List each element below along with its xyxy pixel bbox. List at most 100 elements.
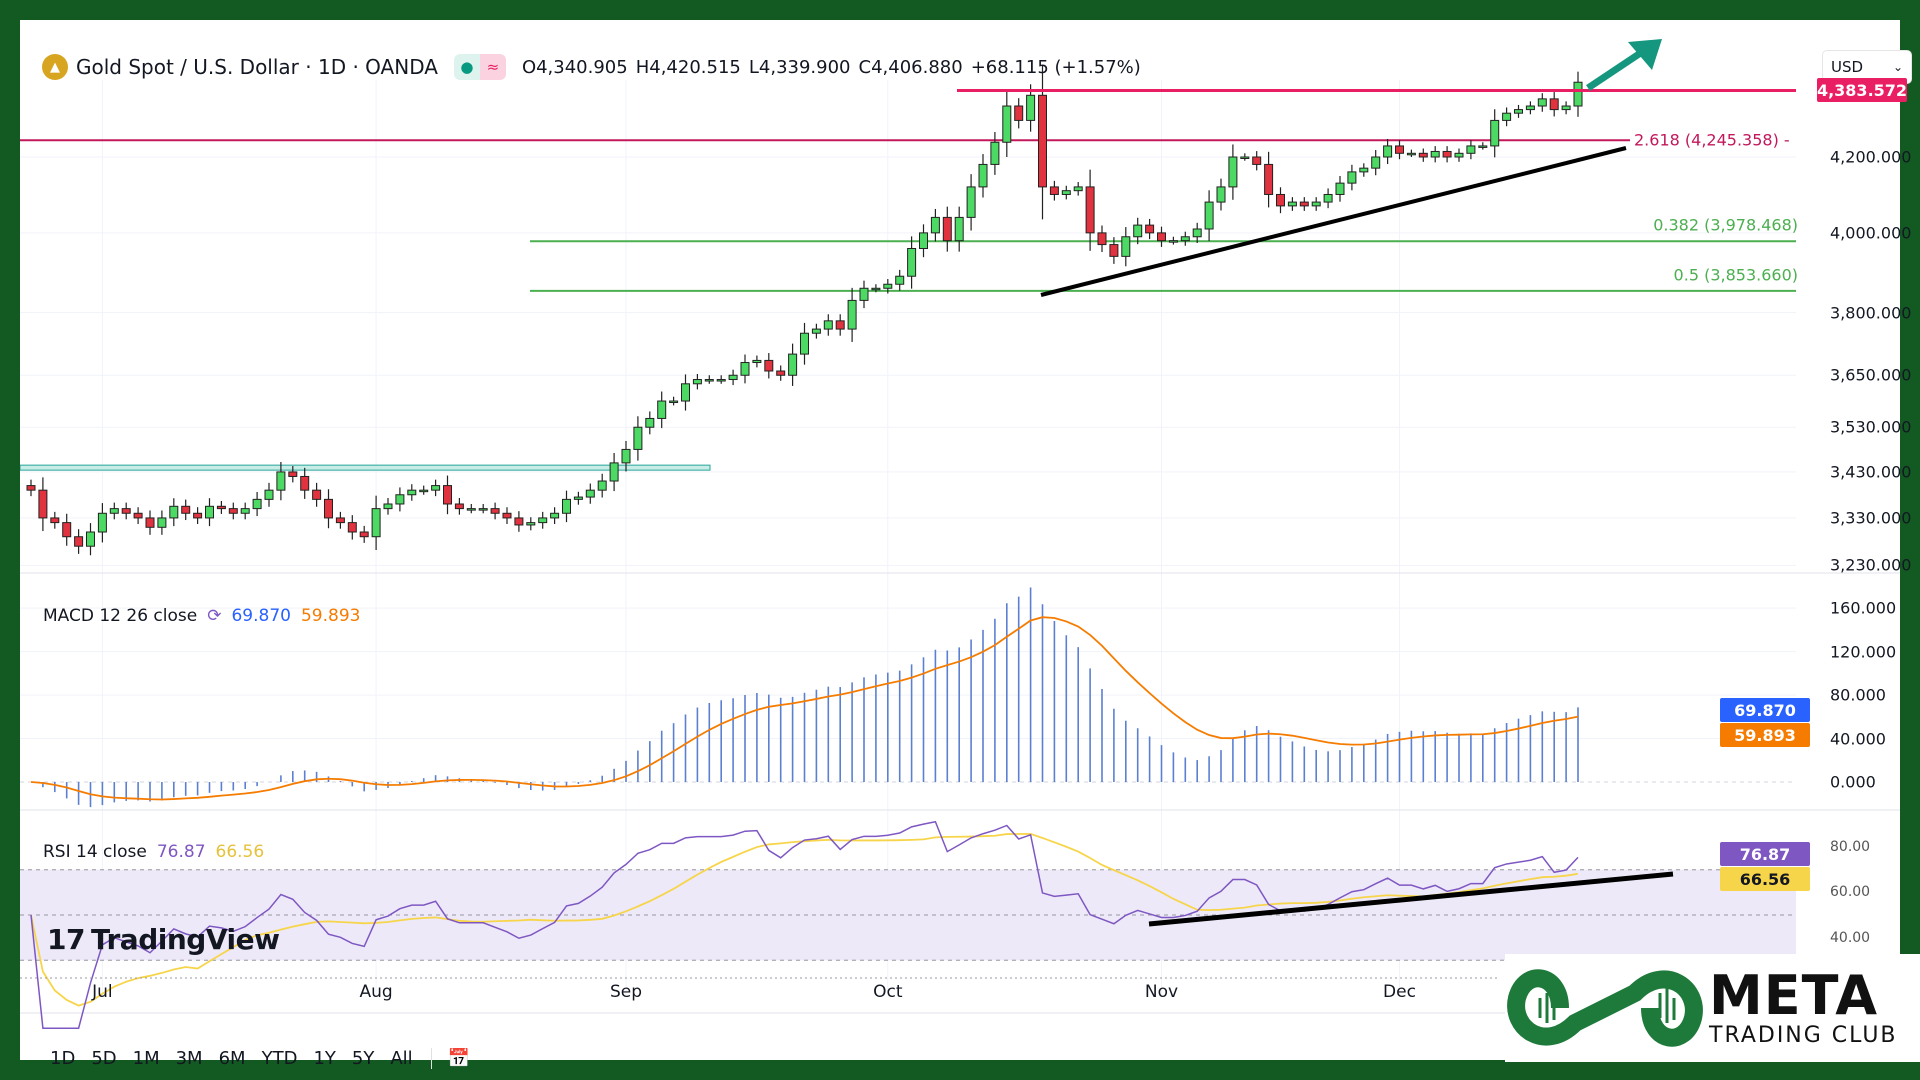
rsi-axis-label: 40.00 xyxy=(1830,929,1871,946)
range-5d[interactable]: 5D xyxy=(91,1048,117,1069)
candle-bearish xyxy=(74,536,84,547)
price-axis-label: 3,330.000 xyxy=(1830,508,1912,528)
candle-bullish xyxy=(1514,109,1523,114)
candle-bullish xyxy=(1121,236,1131,257)
candle-bullish xyxy=(585,489,595,498)
chart-canvas[interactable] xyxy=(20,20,1900,1060)
range-ytd[interactable]: YTD xyxy=(261,1048,298,1069)
market-open-icon: ● xyxy=(453,54,480,80)
range-1m[interactable]: 1M xyxy=(132,1048,160,1069)
rsi-trendline xyxy=(1148,871,1674,927)
calendar-icon[interactable]: 📅 xyxy=(430,1048,478,1069)
candle-bearish xyxy=(776,370,786,376)
candle-bullish xyxy=(847,299,857,330)
ohlc-close: C4,406.880 xyxy=(858,56,963,78)
range-3m[interactable]: 3M xyxy=(175,1048,203,1069)
macd-signal-line xyxy=(30,616,1579,801)
status-pill[interactable]: ● ≈ xyxy=(453,54,506,80)
candle-bearish xyxy=(359,531,369,538)
candle-bullish xyxy=(859,287,869,301)
price-axis-label: 3,800.000 xyxy=(1830,303,1912,323)
candle-bullish xyxy=(633,426,643,450)
range-all[interactable]: All xyxy=(390,1048,413,1069)
rsi-legend[interactable]: RSI 14 close 76.87 66.56 xyxy=(43,842,264,862)
candle-bearish xyxy=(1145,224,1155,234)
infinity-logo-icon xyxy=(1507,969,1703,1047)
price-axis-label: 3,650.000 xyxy=(1830,365,1912,385)
range-toolbar: 1D 5D 1M 3M 6M YTD 1Y 5Y All 📅 xyxy=(42,1048,478,1069)
candle-bearish xyxy=(38,489,48,519)
currency-select[interactable]: USD ⌄ xyxy=(1822,50,1912,84)
candle-bearish xyxy=(1395,145,1404,154)
candle-bearish xyxy=(216,505,226,510)
candle-bullish xyxy=(1216,186,1226,203)
fib-level-label: 2.618 (4,245.358) - xyxy=(1634,130,1790,150)
candle-bearish xyxy=(26,485,36,491)
candle-bullish xyxy=(1073,186,1083,192)
candle-bearish xyxy=(62,522,72,538)
candle-bullish xyxy=(919,232,928,249)
price-axis-label: 3,430.000 xyxy=(1830,462,1912,482)
candle-bullish xyxy=(573,496,583,500)
candle-bullish xyxy=(930,216,940,234)
macd-legend-value: 69.870 xyxy=(231,606,291,626)
price-axis-label: 3,530.000 xyxy=(1830,417,1912,437)
candle-bullish xyxy=(669,400,679,404)
signal-legend-value: 59.893 xyxy=(300,606,361,626)
candle-bearish xyxy=(121,508,131,514)
range-6m[interactable]: 6M xyxy=(218,1048,246,1069)
candle-bearish xyxy=(1264,163,1274,195)
range-1y[interactable]: 1Y xyxy=(313,1048,336,1069)
candle-bullish xyxy=(276,471,286,491)
symbol-title[interactable]: Gold Spot / U.S. Dollar · 1D · OANDA xyxy=(76,55,438,79)
candle-bearish xyxy=(1418,152,1428,158)
ohlc-change: +68.115 (+1.57%) xyxy=(970,56,1141,78)
candle-bullish xyxy=(371,508,381,538)
candle-bullish xyxy=(252,498,262,510)
candle-bearish xyxy=(454,503,464,510)
macd-axis-label: 120.000 xyxy=(1830,642,1897,662)
time-axis-label: Jul xyxy=(92,982,113,1002)
candle-bearish xyxy=(1014,105,1024,121)
candle-bearish xyxy=(942,216,952,242)
candle-bullish xyxy=(1502,112,1512,121)
rsi-ma-legend-value: 66.56 xyxy=(215,842,265,862)
candle-bullish xyxy=(597,480,607,491)
candle-bullish xyxy=(1168,240,1178,243)
candle-bullish xyxy=(609,462,619,482)
macd-value-tag: 69.870 xyxy=(1720,698,1810,723)
candle-bearish xyxy=(1085,186,1095,234)
candle-bullish xyxy=(704,379,714,382)
candle-bullish xyxy=(1002,105,1012,143)
rsi-legend-value: 76.87 xyxy=(156,842,206,862)
macd-legend[interactable]: MACD 12 26 close ⟳ 69.870 59.893 xyxy=(43,606,360,626)
candle-bullish xyxy=(526,522,536,526)
candle-bullish xyxy=(1240,156,1250,159)
candle-bullish xyxy=(895,275,905,285)
tradingview-logo-icon: 𝟭𝟳 xyxy=(47,923,85,956)
candle-bullish xyxy=(811,328,821,334)
rsi-axis-label: 60.00 xyxy=(1830,884,1871,901)
candle-bullish xyxy=(1323,193,1333,203)
candle-bullish xyxy=(1061,190,1071,195)
candle-bullish xyxy=(169,505,179,519)
candle-bullish xyxy=(1180,236,1190,242)
candle-bearish xyxy=(1038,94,1047,188)
support-zone xyxy=(20,464,711,471)
candle-bullish xyxy=(109,508,119,514)
trendline xyxy=(1040,146,1627,297)
candle-bullish xyxy=(419,489,429,493)
candle-bearish xyxy=(300,475,310,491)
candle-bullish xyxy=(562,498,571,514)
time-axis-label: Oct xyxy=(873,982,903,1002)
refresh-icon[interactable]: ⟳ xyxy=(207,606,222,626)
gold-icon: ▲ xyxy=(42,54,68,80)
candle-bearish xyxy=(502,512,512,519)
fib-level-label: 0.382 (3,978.468) xyxy=(1653,215,1798,235)
range-5y[interactable]: 5Y xyxy=(351,1048,375,1069)
candle-bullish xyxy=(716,379,726,382)
candle-bearish xyxy=(1299,201,1309,207)
candle-bearish xyxy=(133,512,143,519)
candle-bullish xyxy=(883,283,893,289)
range-1d[interactable]: 1D xyxy=(50,1048,76,1069)
